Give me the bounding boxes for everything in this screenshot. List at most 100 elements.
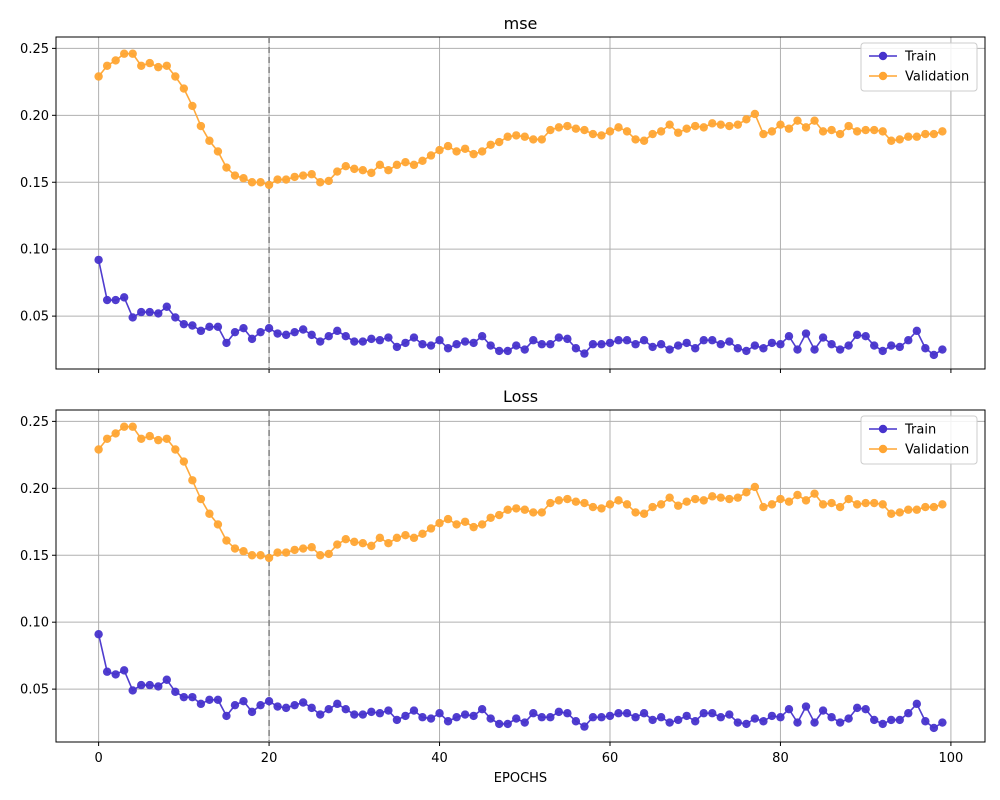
data-point xyxy=(597,504,606,513)
legend-marker xyxy=(878,424,888,434)
data-point xyxy=(818,500,828,509)
series-line xyxy=(97,259,943,356)
data-point xyxy=(477,705,487,714)
data-point xyxy=(938,127,947,136)
data-point xyxy=(179,692,189,702)
data-point xyxy=(307,543,316,552)
data-point xyxy=(870,498,879,508)
data-point xyxy=(367,168,376,178)
data-point xyxy=(196,494,206,504)
data-point xyxy=(742,488,751,497)
series-validation xyxy=(94,49,947,190)
x-tick-label: 20 xyxy=(261,751,278,766)
legend-label: Validation xyxy=(905,443,969,458)
data-point xyxy=(452,340,461,349)
data-point xyxy=(699,123,708,132)
data-point xyxy=(324,705,333,714)
series-line xyxy=(97,425,943,559)
data-point xyxy=(665,718,674,727)
data-point xyxy=(401,157,410,167)
data-point xyxy=(230,544,240,553)
data-point xyxy=(639,136,649,145)
data-point xyxy=(307,703,316,713)
data-point xyxy=(358,337,368,346)
data-point xyxy=(870,715,879,725)
data-point xyxy=(375,336,385,345)
data-point xyxy=(622,709,632,718)
data-point xyxy=(469,522,478,532)
data-point xyxy=(205,509,214,518)
data-point xyxy=(835,502,845,512)
data-point xyxy=(324,549,333,559)
data-point xyxy=(554,707,564,717)
data-point xyxy=(520,132,529,141)
data-point xyxy=(614,496,623,505)
data-point xyxy=(767,711,777,721)
data-point xyxy=(793,718,802,727)
data-point xyxy=(699,336,708,345)
data-point xyxy=(247,551,257,560)
data-point xyxy=(818,706,828,715)
data-point xyxy=(716,340,725,349)
data-point xyxy=(384,166,393,175)
data-point xyxy=(196,326,206,336)
data-point xyxy=(384,333,393,342)
data-point xyxy=(597,340,606,349)
x-tick-label: 60 xyxy=(602,751,619,766)
data-point xyxy=(520,345,529,354)
data-point xyxy=(401,711,410,721)
data-point xyxy=(162,61,171,70)
data-point xyxy=(145,58,154,68)
data-point xyxy=(520,505,529,514)
data-point xyxy=(656,127,666,136)
data-point xyxy=(580,349,589,358)
data-point xyxy=(793,345,802,354)
data-point xyxy=(895,715,904,725)
data-point xyxy=(179,457,189,466)
data-point xyxy=(546,340,555,349)
data-point xyxy=(273,329,282,338)
data-point xyxy=(111,670,120,679)
data-point xyxy=(145,680,154,690)
data-point xyxy=(375,709,385,718)
data-point xyxy=(759,129,768,139)
data-point xyxy=(801,123,811,132)
data-point xyxy=(699,709,708,718)
data-point xyxy=(179,319,189,329)
data-point xyxy=(631,713,640,722)
data-point xyxy=(622,336,632,345)
data-point xyxy=(333,699,342,709)
data-point xyxy=(298,171,308,180)
y-tick-label: 0.10 xyxy=(20,243,49,258)
data-point xyxy=(887,341,896,350)
data-point xyxy=(580,498,589,508)
y-tick-label: 0.25 xyxy=(20,42,49,57)
data-point xyxy=(537,508,547,517)
data-point xyxy=(247,334,257,344)
data-point xyxy=(716,493,725,502)
data-point xyxy=(921,717,930,726)
data-point xyxy=(119,422,129,431)
legend: Train Validation xyxy=(860,415,978,465)
data-point xyxy=(682,124,691,133)
data-point xyxy=(460,144,470,153)
data-point xyxy=(350,337,359,346)
data-point xyxy=(316,710,325,719)
data-point xyxy=(801,702,811,711)
data-point xyxy=(529,709,538,718)
data-point xyxy=(213,695,223,705)
data-point xyxy=(401,338,410,348)
data-point xyxy=(912,505,922,514)
data-point xyxy=(256,700,265,710)
data-point xyxy=(239,696,248,706)
x-tick-label: 40 xyxy=(431,751,448,766)
data-point xyxy=(673,501,683,510)
data-point xyxy=(494,137,504,147)
data-point xyxy=(290,545,299,555)
data-point xyxy=(179,84,189,93)
data-point xyxy=(529,508,538,517)
data-point xyxy=(401,530,410,540)
data-point xyxy=(324,332,333,341)
data-point xyxy=(733,344,743,353)
